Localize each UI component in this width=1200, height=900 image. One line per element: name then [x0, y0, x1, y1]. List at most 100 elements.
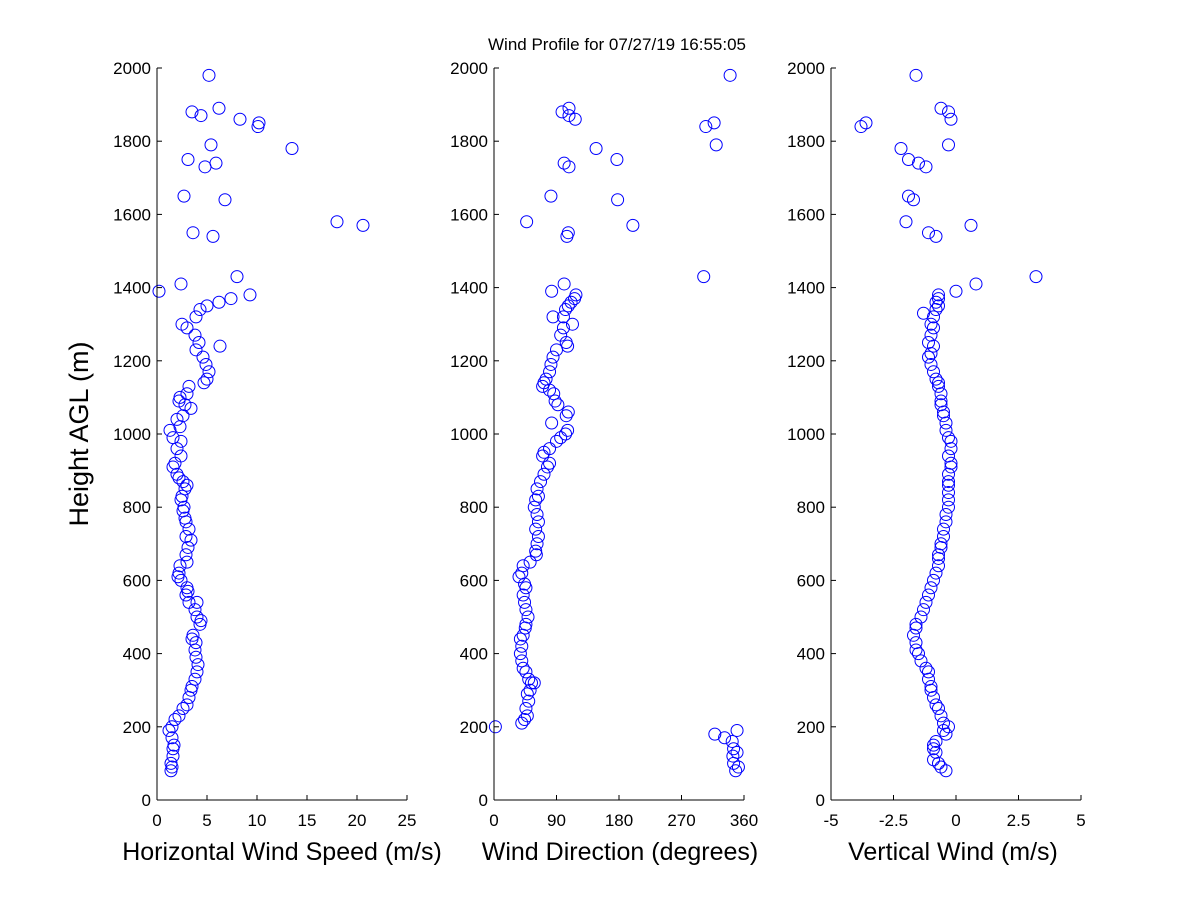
speed-data-point	[356, 218, 370, 232]
direction-x-tick-label: 180	[605, 811, 633, 830]
vertical-data-point	[942, 449, 955, 463]
vertical-data-point	[927, 321, 940, 335]
speed-x-tick-label: 15	[298, 811, 317, 830]
vertical-data-point	[924, 683, 938, 697]
direction-data-point	[556, 321, 570, 335]
vertical-data-point	[924, 346, 938, 360]
vertical-data-point	[922, 672, 935, 686]
direction-data-point	[516, 661, 530, 675]
vertical-x-tick-label: 0	[951, 811, 960, 830]
vertical-data-point	[907, 628, 920, 642]
speed-y-tick-label: 800	[123, 498, 151, 517]
speed-data-point	[166, 431, 180, 445]
direction-data-point	[527, 500, 541, 514]
vertical-data-point	[942, 500, 955, 514]
speed-data-point	[176, 702, 190, 715]
direction-data-point	[545, 416, 559, 430]
vertical-data-point	[942, 138, 955, 152]
vertical-data-point	[927, 738, 940, 752]
vertical-data-point	[902, 153, 915, 166]
speed-data-point	[188, 672, 202, 686]
direction-data-point	[546, 350, 560, 364]
direction-data-point	[709, 138, 723, 152]
speed-data-point	[188, 328, 202, 342]
figure-title: Wind Profile for 07/27/19 16:55:05	[488, 35, 746, 54]
vertical-data-point	[922, 588, 935, 602]
speed-data-point	[179, 515, 193, 529]
vertical-data-point	[939, 423, 953, 437]
speed-data-point	[170, 442, 184, 456]
vertical-data-point	[907, 193, 920, 207]
speed-data-point	[202, 68, 216, 82]
speed-data-point	[185, 105, 199, 119]
speed-data-point	[178, 482, 192, 496]
direction-data-point	[520, 215, 534, 229]
direction-y-tick-label: 800	[460, 498, 488, 517]
direction-y-tick-label: 1600	[450, 205, 488, 224]
speed-data-point	[233, 112, 247, 126]
speed-data-point	[251, 120, 265, 134]
direction-y-tick-label: 200	[460, 718, 488, 737]
vertical-data-point	[939, 515, 953, 529]
direction-data-point	[534, 475, 548, 489]
vertical-data-point	[932, 756, 945, 770]
vertical-data-point	[937, 409, 950, 423]
vertical-data-point	[944, 460, 958, 474]
vertical-data-point	[909, 621, 923, 635]
speed-panel-y-label: Height AGL (m)	[64, 341, 94, 526]
direction-panel-x-label: Wind Direction (degrees)	[482, 838, 759, 866]
direction-data-point	[521, 610, 535, 624]
speed-data-point	[189, 310, 203, 324]
direction-data-point	[725, 734, 739, 748]
vertical-data-point	[939, 416, 953, 430]
speed-y-tick-label: 200	[123, 718, 151, 737]
direction-data-point	[530, 508, 544, 522]
direction-data-point	[488, 720, 502, 734]
speed-data-point	[204, 138, 218, 152]
direction-y-tick-label: 600	[460, 571, 488, 590]
vertical-y-tick-label: 1200	[787, 352, 825, 371]
vertical-data-point	[929, 698, 943, 712]
vertical-data-point	[934, 709, 948, 723]
vertical-y-tick-label: 1800	[787, 132, 825, 151]
direction-data-point	[731, 760, 745, 774]
speed-data-point	[181, 153, 195, 166]
direction-data-point	[718, 731, 732, 745]
vertical-data-point	[932, 702, 945, 715]
direction-data-point	[561, 339, 575, 353]
direction-data-point	[523, 683, 537, 697]
speed-data-point	[193, 303, 207, 317]
speed-panel-x-label: Horizontal Wind Speed (m/s)	[122, 838, 442, 866]
speed-data-point	[174, 434, 188, 448]
speed-data-point	[177, 189, 191, 203]
vertical-data-point	[929, 229, 943, 243]
vertical-y-tick-label: 600	[797, 571, 825, 590]
speed-data-point	[200, 372, 214, 386]
speed-y-tick-label: 2000	[113, 59, 151, 78]
vertical-data-point	[909, 636, 923, 650]
direction-data-point	[530, 537, 544, 551]
vertical-panel-y-ticks: 0 200 400 600 800 1000 1200 1400 1600 1800 2000	[787, 59, 836, 810]
speed-data-point	[162, 723, 176, 737]
vertical-data-point	[944, 434, 958, 448]
direction-data-point	[515, 716, 529, 730]
speed-data-point	[180, 478, 194, 492]
vertical-data-point	[937, 529, 950, 543]
speed-y-tick-label: 1400	[113, 279, 151, 298]
speed-y-tick-label: 0	[142, 791, 151, 810]
vertical-y-tick-label: 0	[816, 791, 825, 810]
vertical-data-point	[927, 742, 940, 756]
speed-data-point	[174, 449, 188, 463]
speed-data-point	[180, 321, 194, 335]
direction-data-point	[554, 431, 568, 445]
speed-data-point	[213, 339, 227, 353]
speed-data-point	[191, 658, 205, 672]
direction-data-point	[546, 310, 560, 324]
vertical-data-point	[932, 288, 945, 302]
vertical-y-tick-label: 2000	[787, 59, 825, 78]
direction-data-point	[543, 383, 557, 397]
speed-data-point	[180, 387, 194, 401]
vertical-data-point	[969, 277, 983, 291]
speed-x-tick-label: 25	[398, 811, 417, 830]
direction-y-tick-label: 1400	[450, 279, 488, 298]
